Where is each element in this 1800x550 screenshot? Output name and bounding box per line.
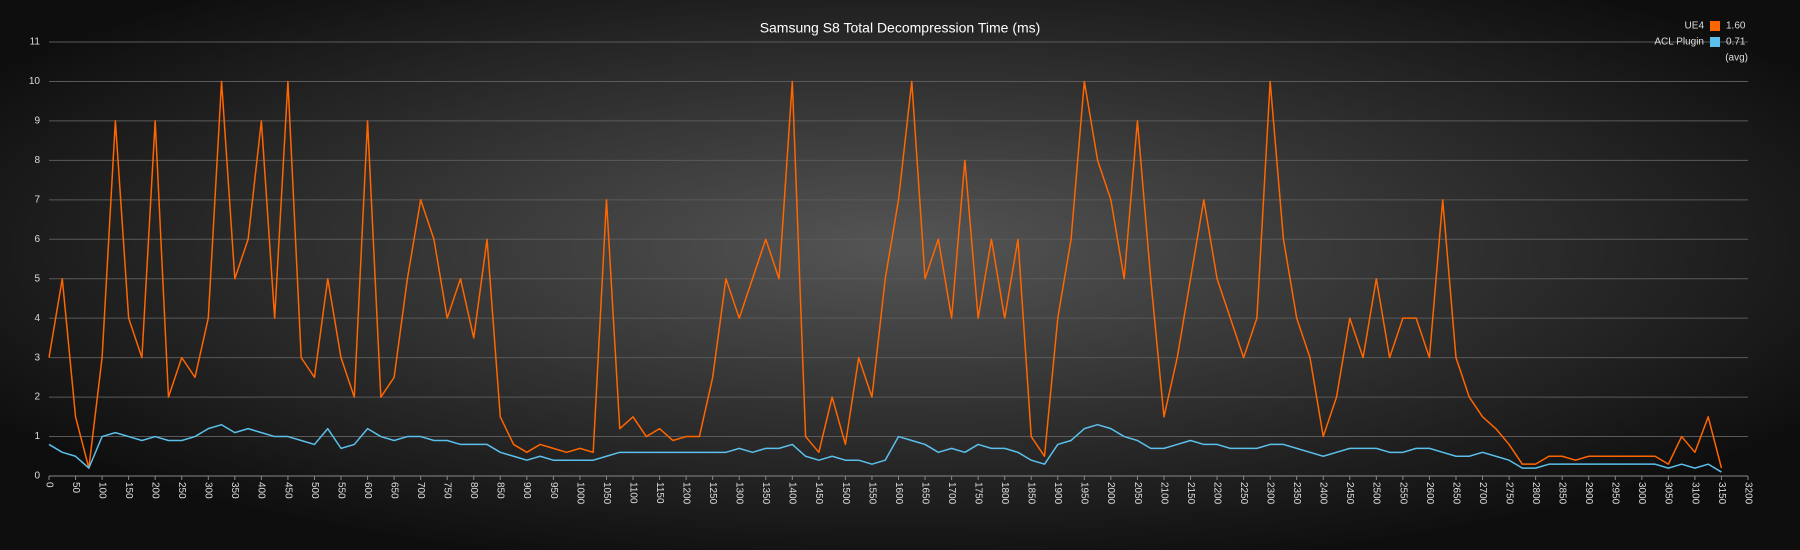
x-tick-label: 150: [123, 482, 134, 499]
x-tick-label: 2650: [1450, 482, 1461, 505]
x-tick-label: 2150: [1185, 482, 1196, 505]
legend-swatch: [1710, 21, 1720, 31]
x-tick-label: 100: [96, 482, 107, 499]
x-tick-label: 1850: [1026, 482, 1037, 505]
series-line: [48, 80, 1723, 469]
legend-value: 0.71: [1726, 37, 1746, 48]
y-tick-label: 6: [34, 234, 40, 245]
x-tick-label: 1650: [919, 482, 930, 505]
y-tick-label: 5: [34, 273, 40, 284]
x-tick-label: 950: [548, 482, 559, 499]
x-tick-label: 2050: [1132, 482, 1143, 505]
x-tick-label: 2200: [1211, 482, 1222, 505]
x-tick-label: 1350: [760, 482, 771, 505]
x-tick-label: 1050: [601, 482, 612, 505]
x-tick-label: 1550: [866, 482, 877, 505]
y-tick-label: 9: [34, 116, 40, 127]
legend-label: UE4: [1685, 21, 1705, 32]
x-tick-label: 2850: [1557, 482, 1568, 505]
x-tick-label: 2950: [1610, 482, 1621, 505]
x-tick-label: 450: [282, 482, 293, 499]
x-tick-label: 600: [362, 482, 373, 499]
x-tick-label: 650: [388, 482, 399, 499]
x-tick-label: 1600: [893, 482, 904, 505]
x-tick-label: 2700: [1477, 482, 1488, 505]
x-tick-label: 250: [176, 482, 187, 499]
legend-note: (avg): [1725, 53, 1748, 64]
x-tick-label: 550: [335, 482, 346, 499]
x-tick-label: 2400: [1318, 482, 1329, 505]
x-tick-label: 3150: [1716, 482, 1727, 505]
x-tick-label: 2450: [1344, 482, 1355, 505]
x-tick-label: 2000: [1105, 482, 1116, 505]
x-tick-label: 900: [521, 482, 532, 499]
y-tick-label: 8: [34, 155, 40, 166]
chart-title: Samsung S8 Total Decompression Time (ms): [760, 20, 1041, 36]
x-tick-label: 1000: [574, 482, 585, 505]
x-tick-label: 2300: [1265, 482, 1276, 505]
x-tick-label: 2250: [1238, 482, 1249, 505]
x-tick-label: 1700: [946, 482, 957, 505]
x-tick-label: 1400: [787, 482, 798, 505]
y-tick-label: 1: [34, 431, 40, 442]
x-tick-label: 2100: [1158, 482, 1169, 505]
y-tick-label: 11: [30, 37, 41, 48]
x-tick-label: 2500: [1371, 482, 1382, 505]
x-tick-label: 1250: [707, 482, 718, 505]
x-tick-label: 1100: [627, 482, 638, 504]
x-tick-label: 850: [495, 482, 506, 499]
x-tick-label: 2900: [1583, 482, 1594, 505]
x-tick-label: 2750: [1503, 482, 1514, 505]
x-tick-label: 300: [203, 482, 214, 499]
x-tick-label: 3000: [1636, 482, 1647, 505]
x-tick-label: 500: [309, 482, 320, 499]
x-tick-label: 50: [70, 482, 81, 494]
x-tick-label: 750: [442, 482, 453, 499]
x-tick-label: 1750: [973, 482, 984, 505]
x-tick-label: 1150: [654, 482, 665, 504]
x-tick-label: 1500: [840, 482, 851, 505]
y-tick-label: 7: [34, 194, 40, 205]
x-tick-label: 800: [468, 482, 479, 499]
x-tick-label: 1450: [813, 482, 824, 505]
x-tick-label: 2350: [1291, 482, 1302, 505]
x-tick-label: 2550: [1397, 482, 1408, 505]
y-tick-label: 2: [34, 392, 40, 403]
y-tick-label: 4: [34, 313, 40, 324]
x-tick-label: 1300: [734, 482, 745, 505]
x-tick-label: 3200: [1742, 482, 1753, 505]
series-line: [48, 423, 1722, 473]
x-tick-label: 2800: [1530, 482, 1541, 505]
x-tick-label: 3050: [1663, 482, 1674, 505]
y-tick-label: 0: [34, 471, 40, 482]
x-tick-label: 1950: [1079, 482, 1090, 505]
x-tick-label: 700: [415, 482, 426, 499]
legend-value: 1.60: [1726, 21, 1746, 32]
y-tick-label: 10: [29, 76, 41, 87]
x-tick-label: 350: [229, 482, 240, 499]
x-tick-label: 400: [256, 482, 267, 499]
y-tick-label: 3: [34, 352, 40, 363]
x-tick-label: 1200: [680, 482, 691, 505]
legend-swatch: [1710, 37, 1720, 47]
x-tick-label: 1800: [999, 482, 1010, 505]
x-tick-label: 2600: [1424, 482, 1435, 505]
x-tick-label: 200: [150, 482, 161, 499]
x-tick-label: 0: [43, 482, 54, 488]
legend-label: ACL Plugin: [1654, 37, 1704, 48]
x-tick-label: 3100: [1689, 482, 1700, 505]
x-tick-label: 1900: [1052, 482, 1063, 505]
